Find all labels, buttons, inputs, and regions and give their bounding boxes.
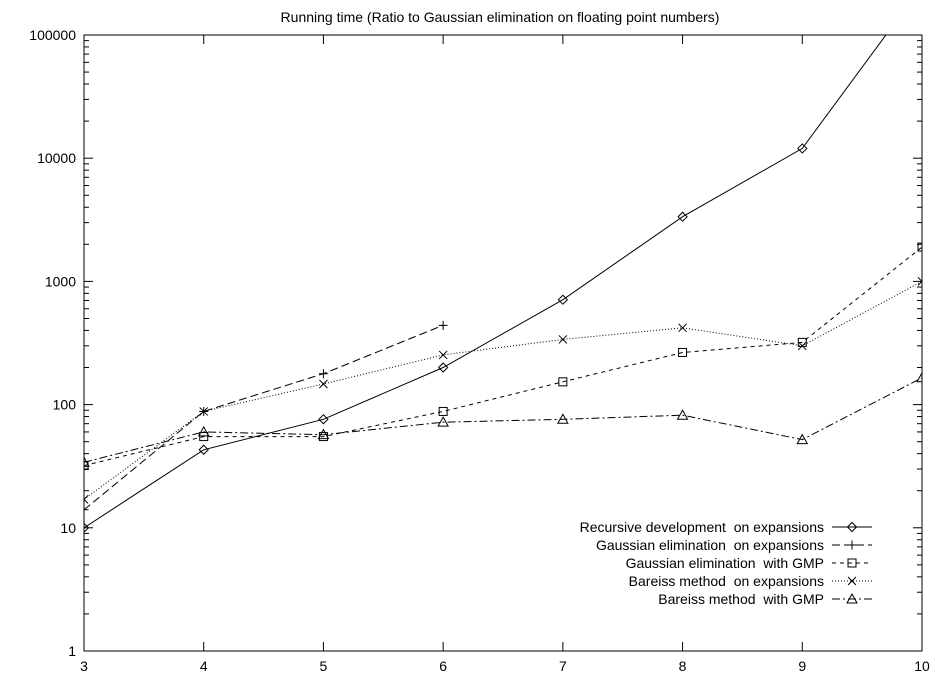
series-line [84, 324, 444, 511]
series-line [84, 377, 922, 463]
x-tick-label: 9 [798, 658, 806, 674]
triangle-marker [437, 416, 449, 427]
cross-marker [797, 341, 807, 351]
square-marker [438, 406, 448, 416]
legend-label: Bareiss method on expansions [629, 573, 824, 589]
legend-label: Gaussian elimination on expansions [596, 537, 824, 553]
legend-item: Gaussian elimination on expansions [596, 537, 872, 553]
legend-label: Recursive development on expansions [580, 519, 824, 535]
legend-item: Bareiss method on expansions [629, 573, 872, 589]
cross-marker [917, 277, 922, 286]
y-tick-label: 100 [53, 397, 77, 413]
series-triangle [84, 371, 922, 467]
y-tick-label: 100000 [29, 27, 76, 43]
x-tick-label: 7 [559, 658, 567, 674]
plus-marker [84, 505, 89, 515]
square-marker [199, 432, 209, 442]
cross-marker [558, 335, 568, 344]
cross-marker [678, 323, 687, 333]
series-diamond [84, 35, 887, 534]
series-line [84, 246, 922, 467]
legend-item: Bareiss method with GMP [658, 591, 872, 607]
legend-item: Gaussian elimination with GMP [626, 555, 872, 571]
x-tick-label: 4 [200, 658, 208, 674]
diamond-marker [437, 362, 449, 373]
diamond-marker [198, 444, 209, 455]
axis-ticks: 3 4 5 6 7 8 9 10 1 10 100 1000 10000 100000 [29, 27, 930, 674]
square-marker [558, 377, 568, 387]
cross-marker [199, 407, 209, 416]
series-plus [84, 320, 448, 515]
x-tick-label: 3 [80, 658, 88, 674]
legend-item: Recursive development on expansions [580, 519, 872, 535]
cross-marker [438, 350, 448, 360]
triangle-marker [796, 433, 809, 445]
series-cross [84, 277, 922, 504]
y-tick-label: 1 [68, 643, 76, 659]
plus-marker [318, 369, 328, 379]
triangle-marker [846, 592, 858, 604]
square-marker [847, 558, 857, 568]
diamond-marker [84, 522, 90, 534]
triangle-marker [916, 371, 922, 383]
y-tick-label: 10000 [37, 150, 76, 166]
x-tick-label: 5 [320, 658, 328, 674]
square-marker [84, 461, 89, 471]
square-marker [917, 242, 922, 252]
x-tick-label: 10 [914, 658, 930, 674]
diamond-marker [557, 294, 569, 305]
triangle-marker [557, 413, 569, 424]
cross-marker [319, 379, 328, 389]
diamond-marker [846, 521, 858, 533]
plus-marker [438, 320, 448, 330]
triangle-marker [317, 428, 330, 440]
y-tick-label: 10 [60, 520, 76, 536]
series-line [84, 35, 887, 529]
y-tick-label: 1000 [45, 273, 76, 289]
cross-marker [84, 495, 89, 504]
legend-label: Bareiss method with GMP [658, 591, 824, 607]
legend-label: Gaussian elimination with GMP [626, 555, 824, 571]
plus-marker [847, 540, 857, 550]
plot-frame [83, 34, 923, 652]
triangle-marker [676, 409, 689, 420]
chart-title: Running time (Ratio to Gaussian eliminat… [281, 9, 720, 25]
diamond-marker [677, 211, 688, 222]
triangle-marker [197, 425, 210, 437]
series-line [84, 280, 922, 500]
cross-marker [847, 576, 857, 586]
series-layer [84, 35, 922, 534]
triangle-marker [84, 456, 90, 467]
x-tick-label: 6 [439, 658, 447, 674]
square-marker [678, 347, 688, 357]
diamond-marker [318, 414, 329, 425]
legend: Recursive development on expansions Gauss… [580, 519, 872, 607]
diamond-marker [797, 143, 808, 154]
x-tick-label: 8 [679, 658, 687, 674]
